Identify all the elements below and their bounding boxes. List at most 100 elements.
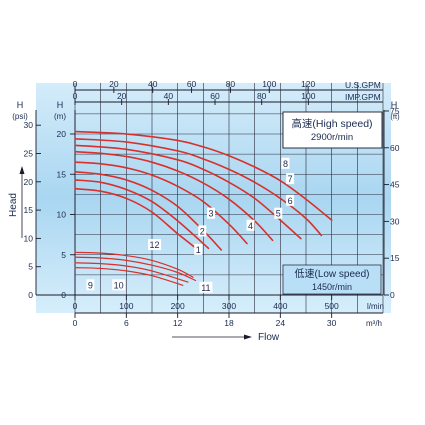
imp-gpm-tick-label: 80 (257, 91, 267, 101)
curve-7 (74, 138, 323, 237)
curve-label-bg (198, 225, 207, 237)
lmin-unit: l/min (367, 302, 384, 311)
us-gpm-tick-label: 20 (109, 79, 119, 89)
curve-label-2: 2 (200, 226, 205, 236)
lmin-tick-label: 0 (73, 301, 78, 311)
curve-8 (74, 130, 333, 221)
curve-9 (74, 267, 184, 286)
psi-axis-label: H (17, 100, 24, 110)
lmin-tick-label: 200 (171, 301, 185, 311)
imp-gpm-tick-label: 100 (301, 91, 315, 101)
y-axis-title: Head (8, 193, 19, 217)
x-axis-title: Flow (258, 332, 280, 343)
high-speed-rpm: 2900r/min (311, 132, 353, 143)
ft-tick-label: 60 (390, 143, 400, 153)
curve-label-bg (246, 219, 255, 231)
curve-label-12: 12 (150, 240, 160, 250)
lmin-tick-label: 400 (273, 301, 287, 311)
curve-label-bg (199, 281, 213, 293)
lmin-tick-label: 500 (325, 301, 339, 311)
imp-gpm-unit: IMP.GPM (345, 92, 381, 102)
us-gpm-tick-label: 80 (226, 79, 236, 89)
ft-tick-label: 0 (390, 290, 395, 300)
psi-tick-label: 25 (24, 149, 34, 159)
curve-label-4: 4 (248, 221, 253, 231)
low-speed-title: 低速(Low speed) (294, 267, 369, 280)
us-gpm-tick-label: 100 (262, 79, 276, 89)
low-speed-box: 低速(Low speed) 1450r/min (282, 264, 382, 295)
us-gpm-tick-label: 40 (148, 79, 158, 89)
curves (74, 130, 333, 286)
curve-10 (74, 262, 189, 283)
m-tick-label: 15 (57, 169, 67, 179)
low-speed-rpm: 1450r/min (312, 282, 352, 292)
curve-label-9: 9 (88, 280, 93, 290)
m3h-tick-label: 12 (173, 318, 183, 328)
curve-label-6: 6 (288, 196, 293, 206)
curve-11 (74, 256, 197, 282)
lmin-tick-label: 300 (222, 301, 236, 311)
curve-label-bg (207, 207, 216, 219)
imp-gpm-tick-label: 20 (117, 91, 127, 101)
us-gpm-tick-label: 60 (187, 79, 197, 89)
curve-5 (74, 150, 274, 242)
curve-label-bg (286, 173, 295, 185)
m-unit: (m) (54, 112, 66, 121)
ft-tick-label: 75 (390, 106, 400, 116)
curve-label-8: 8 (283, 159, 288, 169)
ft-unit: (ft) (390, 112, 400, 121)
m-tick-label: 10 (57, 210, 67, 220)
m-axis-label: H (57, 100, 64, 110)
us-gpm-tick-label: 0 (73, 79, 78, 89)
curve-label-bg (148, 239, 162, 251)
curve-4 (74, 161, 248, 245)
m-tick-label: 20 (57, 129, 67, 139)
imp-gpm-tick-label: 0 (73, 91, 78, 101)
psi-tick-label: 30 (24, 120, 34, 130)
curve-label-10: 10 (114, 280, 124, 290)
curve-label-1: 1 (196, 245, 201, 255)
m-tick-label: 0 (61, 290, 66, 300)
curve-label-bg (286, 194, 295, 206)
curve-label-5: 5 (276, 209, 281, 219)
curve-label-bg (274, 207, 283, 219)
us-gpm-tick-label: 120 (301, 79, 315, 89)
lmin-tick-label: 100 (119, 301, 133, 311)
flow-arrow (172, 334, 252, 340)
m3h-tick-label: 6 (124, 318, 129, 328)
ft-tick-label: 45 (390, 180, 400, 190)
psi-tick-label: 20 (24, 177, 34, 187)
psi-tick-label: 0 (28, 290, 33, 300)
curve-2 (74, 179, 210, 250)
curve-label-bg (281, 157, 290, 169)
ft-tick-label: 15 (390, 253, 400, 263)
curve-label-bg (86, 279, 95, 291)
m3h-tick-label: 24 (276, 318, 286, 328)
high-speed-box: 高速(High speed) 2900r/min (282, 111, 383, 149)
curve-label-7: 7 (288, 174, 293, 184)
high-speed-title: 高速(High speed) (291, 117, 372, 130)
psi-unit: (psi) (12, 112, 28, 121)
m3h-tick-label: 0 (73, 318, 78, 328)
imp-gpm-tick-label: 60 (210, 91, 220, 101)
head-arrow (19, 166, 25, 238)
curve-12 (74, 251, 194, 278)
m3h-tick-label: 30 (327, 318, 337, 328)
imp-gpm-tick-label: 40 (164, 91, 174, 101)
curve-label-3: 3 (209, 209, 214, 219)
curve-1 (74, 187, 199, 251)
psi-tick-label: 5 (28, 262, 33, 272)
curve-label-bg (112, 279, 126, 291)
ft-tick-label: 30 (390, 216, 400, 226)
m3h-tick-label: 18 (224, 318, 234, 328)
ft-axis-label: H (391, 100, 398, 110)
curve-label-bg (194, 243, 203, 255)
curve-label-11: 11 (201, 283, 210, 293)
psi-tick-label: 15 (24, 205, 34, 215)
us-gpm-unit: U.S.GPM (345, 80, 381, 90)
psi-tick-label: 10 (24, 233, 34, 243)
m3h-unit: m³/h (366, 319, 382, 328)
